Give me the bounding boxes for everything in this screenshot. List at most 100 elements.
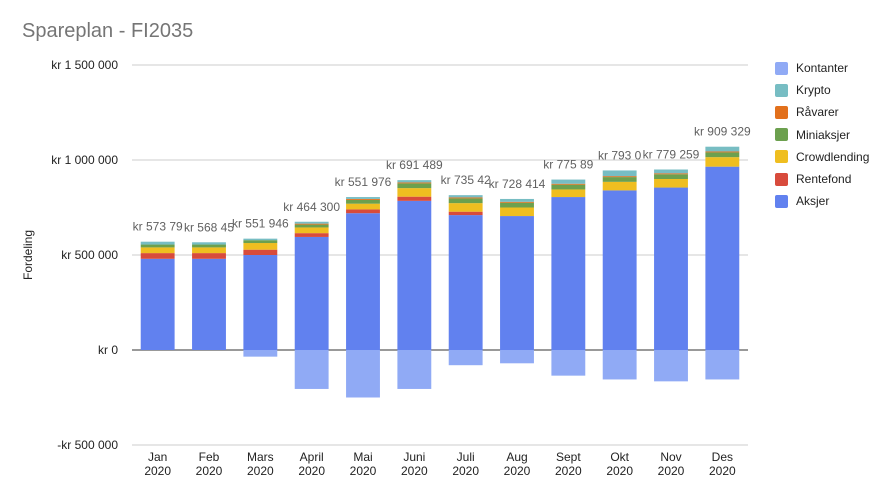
bar-segment-r-varer xyxy=(551,183,586,185)
x-tick-label: 2020 xyxy=(196,464,223,478)
legend-label: Crowdlending xyxy=(796,149,870,164)
bar-segment-miniaksjer xyxy=(705,152,740,158)
legend-swatch xyxy=(775,172,788,186)
bar-segment-miniaksjer xyxy=(397,183,432,189)
y-tick-label: kr 1 000 000 xyxy=(51,153,118,167)
legend-swatch xyxy=(775,194,788,208)
bar-segment-r-varer xyxy=(654,173,688,175)
x-tick-label: 2020 xyxy=(555,464,582,478)
bar-segment-crowdlending xyxy=(140,247,175,254)
bar-segment-krypto xyxy=(294,221,329,224)
x-tick-label: Juli xyxy=(457,450,475,464)
bar-segment-aksjer xyxy=(500,216,534,350)
bar-segment-crowdlending xyxy=(192,247,226,254)
x-tick-label: 2020 xyxy=(452,464,479,478)
data-label: kr 735 42 xyxy=(441,173,491,187)
bar-segment-aksjer xyxy=(551,197,586,350)
x-tick-label: Mars xyxy=(247,450,274,464)
x-tick-label: Des xyxy=(712,450,733,464)
bar-segment-r-varer xyxy=(397,182,432,184)
bar-segment-rentefond xyxy=(397,196,432,201)
bar-segment-crowdlending xyxy=(654,179,688,188)
data-label: kr 775 89 xyxy=(543,158,593,172)
data-label: kr 779 259 xyxy=(643,148,700,162)
legend-swatch xyxy=(775,105,788,119)
x-tick-label: Jan xyxy=(148,450,167,464)
bar-segment-aksjer xyxy=(346,213,380,350)
bar-segment-r-varer xyxy=(500,201,534,203)
data-label: kr 909 329 xyxy=(694,125,751,139)
x-tick-label: April xyxy=(300,450,324,464)
bar-segment-rentefond xyxy=(346,209,380,214)
x-tick-label: Feb xyxy=(199,450,220,464)
bar-segment-krypto xyxy=(654,169,688,174)
bar-segment-miniaksjer xyxy=(346,199,380,204)
x-tick-label: Okt xyxy=(610,450,629,464)
bar-segment-krypto xyxy=(705,146,740,152)
legend-swatch xyxy=(775,83,788,97)
legend-item: Miniaksjer xyxy=(775,124,869,146)
legend-swatch xyxy=(775,150,788,164)
bar-segment-miniaksjer xyxy=(294,224,329,228)
bar-segment-kontanter xyxy=(602,350,637,380)
chart-title: Spareplan - FI2035 xyxy=(22,20,194,42)
bar-segment-crowdlending xyxy=(294,227,329,234)
bar-segment-miniaksjer xyxy=(448,198,483,204)
legend-item: Rentefond xyxy=(775,168,869,190)
bar-segment-aksjer xyxy=(448,215,483,350)
bar-segment-kontanter xyxy=(397,350,432,389)
bar-segment-aksjer xyxy=(654,187,688,350)
bar-segment-crowdlending xyxy=(397,188,432,197)
legend-item: Kontanter xyxy=(775,57,869,79)
x-tick-label: 2020 xyxy=(401,464,428,478)
x-tick-label: 2020 xyxy=(606,464,633,478)
legend-label: Rentefond xyxy=(796,172,852,187)
y-tick-label: -kr 500 000 xyxy=(57,438,118,452)
legend-label: Krypto xyxy=(796,83,831,98)
bar-segment-aksjer xyxy=(243,255,278,350)
y-axis-label: Fordeling xyxy=(21,230,35,280)
bar-segment-kontanter xyxy=(243,350,278,357)
x-tick-label: 2020 xyxy=(709,464,736,478)
x-tick-label: Nov xyxy=(660,450,681,464)
legend-label: Råvarer xyxy=(796,105,839,120)
bar-segment-miniaksjer xyxy=(192,244,226,248)
x-tick-label: 2020 xyxy=(144,464,171,478)
data-label: kr 793 0 xyxy=(598,148,642,162)
x-tick-label: Sept xyxy=(556,450,581,464)
bar-segment-aksjer xyxy=(192,258,226,350)
bar-segment-crowdlending xyxy=(551,189,586,198)
x-tick-label: 2020 xyxy=(658,464,685,478)
bar-segment-krypto xyxy=(243,238,278,241)
bar-segment-aksjer xyxy=(397,200,432,350)
bar-segment-r-varer xyxy=(602,176,637,178)
bar-segment-crowdlending xyxy=(243,243,278,250)
data-label: kr 568 45 xyxy=(184,220,234,234)
bar-segment-crowdlending xyxy=(602,181,637,191)
bar-segment-miniaksjer xyxy=(654,174,688,179)
data-label: kr 551 976 xyxy=(335,175,392,189)
bar-segment-crowdlending xyxy=(448,203,483,212)
bar-segment-crowdlending xyxy=(500,207,534,217)
x-tick-label: Juni xyxy=(403,450,425,464)
x-tick-label: 2020 xyxy=(504,464,531,478)
y-tick-label: kr 0 xyxy=(98,343,118,357)
bar-segment-miniaksjer xyxy=(602,177,637,182)
x-tick-label: 2020 xyxy=(350,464,377,478)
x-tick-label: 2020 xyxy=(247,464,274,478)
legend-swatch xyxy=(775,128,788,142)
bar-segment-r-varer xyxy=(346,198,380,200)
data-label: kr 551 946 xyxy=(232,217,289,231)
bar-segment-miniaksjer xyxy=(140,244,175,248)
bar-segment-krypto xyxy=(551,179,586,184)
bar-segment-kontanter xyxy=(654,350,688,382)
legend-item: Aksjer xyxy=(775,190,869,212)
x-tick-label: Mai xyxy=(353,450,372,464)
bar-segment-kontanter xyxy=(448,350,483,366)
x-tick-label: 2020 xyxy=(298,464,325,478)
bar-segment-krypto xyxy=(448,195,483,198)
y-tick-label: kr 500 000 xyxy=(61,248,118,262)
bar-segment-crowdlending xyxy=(705,157,740,167)
chart-legend: Kontanter Krypto Råvarer Miniaksjer Crowdlen… xyxy=(775,57,869,212)
